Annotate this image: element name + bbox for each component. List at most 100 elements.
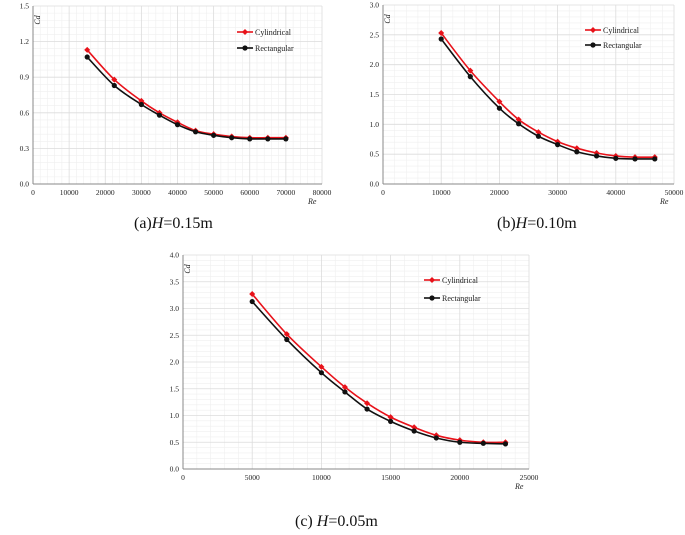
y-tick-label: 3.0 bbox=[370, 1, 380, 10]
data-point bbox=[284, 336, 290, 343]
caption-c-var: H bbox=[316, 513, 329, 530]
series-cylindrical bbox=[84, 46, 289, 141]
data-point bbox=[613, 155, 619, 161]
data-point bbox=[341, 384, 348, 391]
y-tick-label: 0.3 bbox=[20, 144, 30, 153]
x-tick-label: 30000 bbox=[548, 188, 567, 197]
x-tick-label: 30000 bbox=[132, 188, 151, 197]
legend: Cylindrical Rectangular bbox=[424, 276, 481, 303]
x-tick-label: 20000 bbox=[450, 473, 469, 482]
caption-a: (a)H=0.15m bbox=[134, 215, 213, 233]
data-point bbox=[502, 441, 509, 447]
data-point bbox=[249, 298, 255, 305]
x-tick-label: 60000 bbox=[240, 188, 259, 197]
caption-b: (b)H=0.10m bbox=[497, 215, 577, 233]
data-point bbox=[555, 142, 561, 148]
y-tick-label: 0.0 bbox=[170, 465, 180, 474]
data-point bbox=[457, 439, 463, 445]
data-point bbox=[496, 105, 502, 111]
caption-a-var: H bbox=[151, 215, 164, 232]
y-axis-label: Cd bbox=[33, 14, 42, 24]
gridlines bbox=[32, 5, 323, 185]
data-point bbox=[438, 30, 445, 37]
series-line bbox=[440, 38, 655, 160]
x-tick-label: 5000 bbox=[245, 473, 260, 482]
data-point bbox=[480, 440, 486, 446]
x-axis-label: Re bbox=[307, 197, 317, 206]
data-point bbox=[467, 67, 474, 74]
legend-marker bbox=[429, 277, 435, 283]
data-point bbox=[111, 76, 118, 83]
data-point bbox=[192, 129, 199, 135]
x-tick-label: 50000 bbox=[204, 188, 223, 197]
x-tick-label: 20000 bbox=[490, 188, 509, 197]
legend-marker bbox=[242, 45, 248, 51]
legend-label: Rectangular bbox=[603, 41, 642, 50]
data-point bbox=[535, 133, 541, 139]
legend-label: Cylindrical bbox=[442, 276, 479, 285]
chart-b: 0 10000 20000 30000 40000 50000 0.0 0.5 1.0 1.5 2.… bbox=[370, 1, 684, 207]
data-point bbox=[247, 136, 253, 142]
chart-c: 0 5000 10000 15000 20000 25000 0.0 0.5 1.0 1.5 2.0… bbox=[170, 251, 539, 492]
y-tick-label: 2.5 bbox=[170, 331, 180, 340]
data-point bbox=[411, 424, 418, 431]
caption-c: (c) H=0.05m bbox=[295, 513, 378, 531]
y-tick-label: 4.0 bbox=[170, 251, 180, 260]
series-line bbox=[251, 293, 506, 444]
series-rectangular bbox=[84, 54, 289, 142]
data-point bbox=[433, 435, 439, 441]
caption-a-value: =0.15m bbox=[163, 215, 213, 232]
y-tick-label: 0.5 bbox=[370, 150, 380, 159]
y-tick-label: 1.0 bbox=[370, 120, 380, 129]
data-point bbox=[652, 156, 658, 162]
data-point bbox=[318, 363, 325, 370]
data-point bbox=[574, 149, 580, 155]
y-tick-label: 2.0 bbox=[170, 358, 180, 367]
y-tick-label: 3.0 bbox=[170, 304, 180, 313]
caption-b-value: =0.10m bbox=[527, 215, 577, 232]
data-point bbox=[249, 291, 256, 298]
legend: Cylindrical Rectangular bbox=[585, 26, 642, 50]
caption-a-prefix: (a) bbox=[134, 215, 152, 232]
x-tick-label: 40000 bbox=[606, 188, 625, 197]
y-tick-label: 2.5 bbox=[370, 30, 380, 39]
data-point bbox=[467, 74, 473, 80]
x-tick-label: 25000 bbox=[520, 473, 539, 482]
x-tick-label: 20000 bbox=[96, 188, 115, 197]
x-tick-label: 70000 bbox=[277, 188, 296, 197]
data-point bbox=[342, 389, 348, 395]
data-point bbox=[388, 418, 394, 424]
data-point bbox=[535, 129, 542, 136]
y-tick-label: 0.6 bbox=[20, 108, 30, 117]
y-axis-label: Cd bbox=[183, 263, 192, 273]
caption-b-var: H bbox=[515, 215, 528, 232]
y-tick-label: 0.0 bbox=[20, 180, 30, 189]
legend-label: Cylindrical bbox=[255, 28, 292, 37]
data-point bbox=[156, 112, 163, 118]
x-tick-label: 0 bbox=[31, 188, 35, 197]
data-point bbox=[438, 36, 444, 42]
series-rectangular bbox=[438, 36, 658, 162]
y-tick-label: 1.5 bbox=[170, 384, 180, 393]
x-tick-label: 40000 bbox=[168, 188, 187, 197]
x-axis-label: Re bbox=[659, 197, 669, 206]
data-point bbox=[364, 400, 371, 407]
data-point bbox=[174, 122, 181, 128]
x-tick-label: 10000 bbox=[312, 473, 331, 482]
data-point bbox=[84, 46, 91, 53]
chart-a: 0 10000 20000 30000 40000 50000 60000 70000 8000… bbox=[20, 2, 332, 207]
data-point bbox=[593, 153, 600, 159]
data-point bbox=[387, 414, 394, 421]
y-tick-label: 0.5 bbox=[170, 438, 180, 447]
y-tick-label: 2.0 bbox=[370, 60, 380, 69]
x-tick-label: 15000 bbox=[381, 473, 400, 482]
data-point bbox=[318, 370, 324, 376]
data-point bbox=[515, 116, 522, 123]
y-tick-label: 1.2 bbox=[20, 37, 30, 46]
legend-label: Cylindrical bbox=[603, 26, 640, 35]
legend-label: Rectangular bbox=[255, 44, 294, 53]
series-rectangular bbox=[249, 298, 509, 447]
caption-b-prefix: (b) bbox=[497, 215, 516, 232]
legend-marker bbox=[590, 27, 596, 33]
